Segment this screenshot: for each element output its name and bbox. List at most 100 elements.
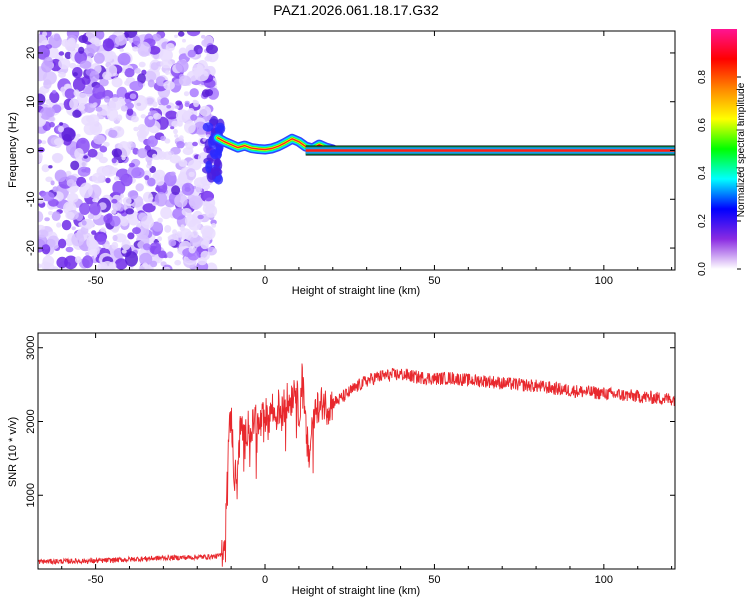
noise-blob xyxy=(173,128,178,135)
noise-blob xyxy=(122,197,132,205)
noise-blob xyxy=(102,50,114,63)
noise-blob xyxy=(188,219,201,231)
noise-blob xyxy=(38,196,45,204)
noise-blob xyxy=(77,166,91,177)
spectrogram-panel: -50 0 50 100 -20 -10 0 10 20 Height of straight… xyxy=(7,30,676,297)
noise-blob xyxy=(38,45,50,60)
noise-blob xyxy=(92,84,106,100)
snr-plot-area xyxy=(38,363,675,567)
noise-blob xyxy=(89,121,103,136)
noise-blob xyxy=(147,160,152,166)
noise-blob xyxy=(178,159,188,167)
noise-blob xyxy=(106,107,119,122)
noise-blob xyxy=(165,110,178,120)
noise-blob xyxy=(164,225,172,233)
noise-blob xyxy=(202,122,214,132)
noise-blob xyxy=(66,179,75,187)
noise-blob xyxy=(204,55,213,62)
spectrogram-plot-area xyxy=(38,31,675,270)
noise-blob xyxy=(137,222,142,228)
noise-blob xyxy=(65,246,74,253)
noise-blob xyxy=(43,56,53,66)
noise-blob xyxy=(174,194,188,208)
noise-blob xyxy=(47,46,59,59)
noise-blob xyxy=(44,217,50,222)
noise-blob xyxy=(174,105,180,109)
noise-blob xyxy=(99,145,108,153)
noise-blob xyxy=(158,250,167,259)
noise-blob xyxy=(78,46,85,54)
noise-blob xyxy=(174,134,179,138)
noise-blob xyxy=(38,153,43,163)
noise-blob xyxy=(65,170,72,177)
noise-blob xyxy=(200,225,214,237)
noise-blob xyxy=(176,141,185,149)
noise-blob xyxy=(64,88,76,99)
noise-blob xyxy=(45,44,53,49)
noise-blob xyxy=(75,43,80,49)
noise-blob xyxy=(154,192,168,207)
noise-blob xyxy=(92,197,99,203)
noise-blob xyxy=(119,48,124,52)
noise-blob xyxy=(187,108,195,116)
noise-blob xyxy=(188,245,196,254)
noise-blob xyxy=(177,31,185,37)
noise-blob xyxy=(120,173,133,187)
noise-blob xyxy=(113,176,120,181)
noise-blob xyxy=(76,133,81,138)
noise-blob xyxy=(134,67,141,74)
noise-blob xyxy=(89,202,101,216)
noise-blob xyxy=(79,60,92,69)
noise-blob xyxy=(160,97,170,106)
noise-blob xyxy=(177,172,188,183)
noise-blob xyxy=(163,266,171,270)
noise-blob xyxy=(142,191,153,203)
noise-blob xyxy=(166,105,172,109)
noise-blob xyxy=(96,233,107,245)
noise-blob xyxy=(72,67,83,79)
noise-blob xyxy=(216,125,225,133)
colorbar-gradient xyxy=(711,29,737,269)
colorbar-label: Normalized spectral amplitude xyxy=(736,82,747,217)
noise-blob xyxy=(58,51,65,56)
noise-blob xyxy=(126,108,134,116)
noise-blob xyxy=(41,164,50,173)
y-tick-label: 0 xyxy=(25,147,37,153)
noise-blob xyxy=(65,211,75,220)
noise-blob xyxy=(208,247,213,253)
noise-blob xyxy=(82,255,94,269)
snr-panel: -50 0 50 100 1000 2000 3000 Height of straigh… xyxy=(7,332,676,597)
noise-blob xyxy=(89,70,100,82)
noise-blob xyxy=(137,41,151,57)
x-tick-label: 0 xyxy=(262,275,268,287)
noise-blob xyxy=(205,160,213,174)
noise-blob xyxy=(160,59,173,69)
noise-blob xyxy=(79,182,93,199)
noise-blob xyxy=(192,63,204,73)
noise-blob xyxy=(155,76,166,87)
y-tick-label: -20 xyxy=(25,240,37,256)
noise-blob xyxy=(98,156,108,164)
y-tick-label: 3000 xyxy=(25,336,37,360)
noise-blob xyxy=(56,256,68,269)
noise-blob xyxy=(47,235,60,250)
noise-blob xyxy=(38,112,42,118)
spectrogram-y-label: Frequency (Hz) xyxy=(7,112,19,188)
snr-background xyxy=(38,333,675,569)
noise-blob xyxy=(157,236,163,242)
noise-blob xyxy=(114,258,128,270)
noise-blob xyxy=(189,88,199,98)
noise-blob xyxy=(69,98,79,110)
noise-blob xyxy=(41,140,47,145)
colorbar-tick-label: 0.8 xyxy=(697,70,708,84)
noise-blob xyxy=(38,263,42,269)
noise-blob xyxy=(209,149,218,157)
noise-blob xyxy=(175,231,183,238)
noise-blob xyxy=(169,154,181,164)
colorbar-ticks: 0.0 0.2 0.4 0.6 0.8 xyxy=(697,70,741,276)
noise-blob xyxy=(128,162,135,168)
noise-blob xyxy=(147,79,155,88)
x-tick-label: 0 xyxy=(262,574,268,586)
noise-blob xyxy=(72,72,78,77)
noise-blob xyxy=(203,191,215,202)
